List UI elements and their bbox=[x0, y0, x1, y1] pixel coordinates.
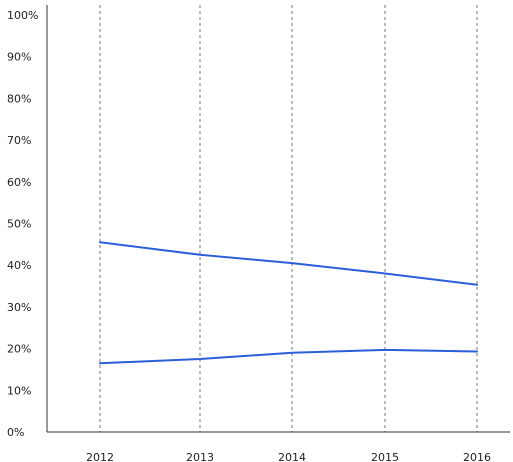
x-tick-label: 2015 bbox=[371, 451, 399, 462]
axes bbox=[46, 5, 510, 433]
y-tick-label: 90% bbox=[7, 51, 31, 64]
series-lines bbox=[99, 241, 478, 365]
x-tick-label: 2012 bbox=[86, 451, 114, 462]
x-tick-label: 2014 bbox=[278, 451, 306, 462]
x-tick-label: 2016 bbox=[463, 451, 491, 462]
y-tick-label: 10% bbox=[7, 384, 31, 397]
y-tick-labels: 0% 10% 20% 30% 40% 50% 60% 70% 80% 90% 100% bbox=[7, 9, 38, 439]
series-line-2 bbox=[99, 348, 478, 365]
y-tick-label: 100% bbox=[7, 9, 38, 22]
y-tick-label: 80% bbox=[7, 92, 31, 105]
x-tick-labels: 2012 2013 2014 2015 2016 bbox=[86, 451, 491, 462]
x-tick-label: 2013 bbox=[186, 451, 214, 462]
series-line-1 bbox=[99, 241, 478, 286]
y-tick-label: 40% bbox=[7, 259, 31, 272]
y-tick-label: 20% bbox=[7, 343, 31, 356]
y-tick-label: 70% bbox=[7, 134, 31, 147]
y-tick-label: 30% bbox=[7, 301, 31, 314]
vertical-gridlines bbox=[99, 5, 478, 432]
y-tick-label: 60% bbox=[7, 176, 31, 189]
y-tick-label: 50% bbox=[7, 218, 31, 231]
y-tick-label: 0% bbox=[7, 426, 24, 439]
